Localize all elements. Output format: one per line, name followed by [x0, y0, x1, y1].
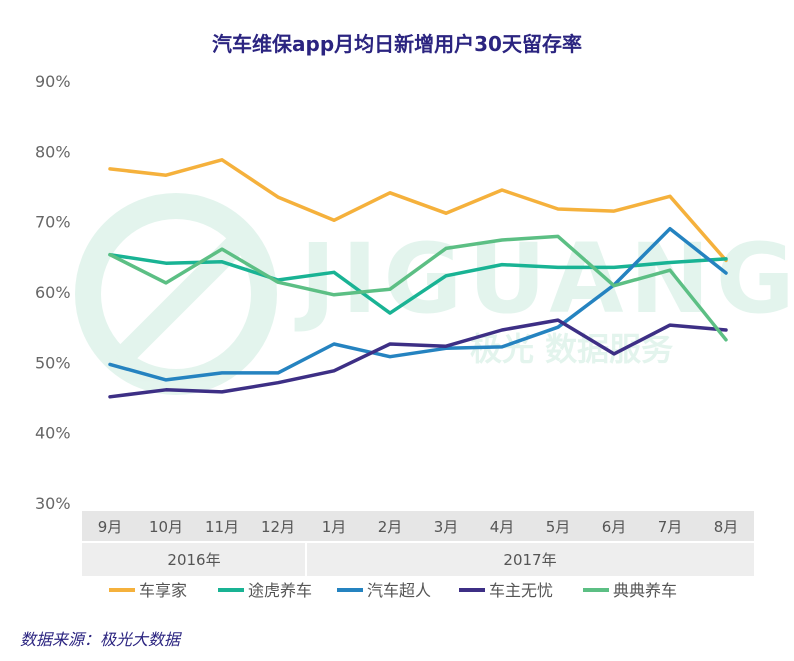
- x-tick-label: 3月: [434, 518, 459, 536]
- x-year-label: 2017年: [503, 551, 556, 569]
- x-year-label: 2016年: [167, 551, 220, 569]
- legend-label: 典典养车: [613, 581, 677, 600]
- series-line-典典养车: [108, 234, 728, 342]
- x-tick-label: 11月: [205, 518, 239, 536]
- y-tick-label: 40%: [35, 424, 71, 443]
- legend-label: 汽车超人: [367, 581, 431, 600]
- x-tick-label: 10月: [149, 518, 183, 536]
- watermark-logo-stroke: [112, 222, 258, 368]
- x-axis: 9月 10月 11月 12月 1月 2月 3月 4月 5月 6月 7月 8月 2016年 2017年: [82, 511, 754, 576]
- series-line-途虎养车: [108, 252, 728, 315]
- y-tick-label: 90%: [35, 72, 71, 91]
- x-tick-label: 8月: [714, 518, 739, 536]
- legend-label: 途虎养车: [248, 581, 312, 600]
- x-axis-year-band: [82, 543, 754, 576]
- axes: 30% 40% 50% 60% 70% 80% 90%: [35, 72, 71, 513]
- watermark-logo: [75, 193, 277, 395]
- x-axis-month-band: [82, 511, 754, 541]
- x-tick-label: 1月: [322, 518, 347, 536]
- y-tick-label: 60%: [35, 283, 71, 302]
- series-line-车享家: [108, 158, 728, 263]
- y-tick-label: 80%: [35, 142, 71, 161]
- chart-title: 汽车维保app月均日新增用户30天留存率: [212, 32, 582, 56]
- x-tick-label: 5月: [546, 518, 571, 536]
- series-lines: [108, 158, 728, 399]
- watermark-brand: JIGUANG: [294, 223, 794, 335]
- x-tick-label: 4月: [490, 518, 515, 536]
- legend: 车享家 途虎养车 汽车超人 车主无忧 典典养车: [109, 581, 677, 600]
- data-source-note: 数据来源：极光大数据: [20, 630, 181, 649]
- series-line-汽车超人: [108, 226, 728, 382]
- legend-label: 车享家: [139, 581, 187, 600]
- x-tick-label: 2月: [378, 518, 403, 536]
- x-tick-label: 6月: [602, 518, 627, 536]
- series-line-车主无忧: [108, 318, 728, 399]
- x-tick-label: 12月: [261, 518, 295, 536]
- x-tick-label: 9月: [98, 518, 123, 536]
- legend-label: 车主无忧: [489, 581, 553, 600]
- y-tick-label: 70%: [35, 213, 71, 232]
- y-tick-label: 30%: [35, 494, 71, 513]
- watermark-tagline: 极光 数据服务: [470, 330, 673, 368]
- y-tick-label: 50%: [35, 353, 71, 372]
- x-tick-label: 7月: [658, 518, 683, 536]
